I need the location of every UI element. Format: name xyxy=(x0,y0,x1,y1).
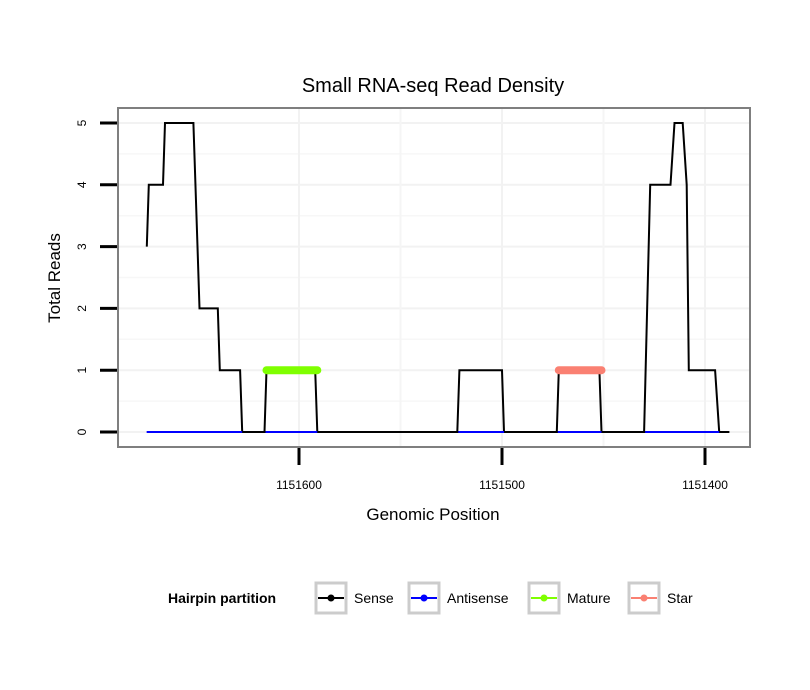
y-tick-label: 1 xyxy=(75,367,89,374)
y-tick-label: 3 xyxy=(75,243,89,250)
series-layer xyxy=(145,122,730,433)
legend-label-mature: Mature xyxy=(567,590,611,606)
series-line-sense xyxy=(145,122,730,433)
legend-label-sense: Sense xyxy=(354,590,394,606)
x-axis-title: Genomic Position xyxy=(366,505,499,524)
legend-key-point xyxy=(640,594,648,602)
y-tick-label: 5 xyxy=(75,119,89,126)
legend-title: Hairpin partition xyxy=(168,590,276,606)
legend-key-point xyxy=(420,594,428,602)
y-axis-title: Total Reads xyxy=(45,233,64,323)
x-axis: 1151600 1151500 1151400 xyxy=(276,448,728,492)
y-axis: 0 1 2 3 4 5 xyxy=(75,119,117,435)
legend-label-star: Star xyxy=(667,590,693,606)
x-tick-label: 1151600 xyxy=(276,478,322,492)
legend-key-point xyxy=(327,594,335,602)
x-tick-label: 1151500 xyxy=(479,478,525,492)
legend: Hairpin partition Sense Antisense Mature St… xyxy=(168,581,693,615)
y-tick-label: 4 xyxy=(75,181,89,188)
x-tick-label: 1151400 xyxy=(682,478,728,492)
legend-key-point xyxy=(540,594,548,602)
legend-label-antisense: Antisense xyxy=(447,590,509,606)
y-tick-label: 0 xyxy=(75,428,89,435)
chart-title: Small RNA-seq Read Density xyxy=(302,75,564,97)
y-tick-label: 2 xyxy=(75,305,89,312)
